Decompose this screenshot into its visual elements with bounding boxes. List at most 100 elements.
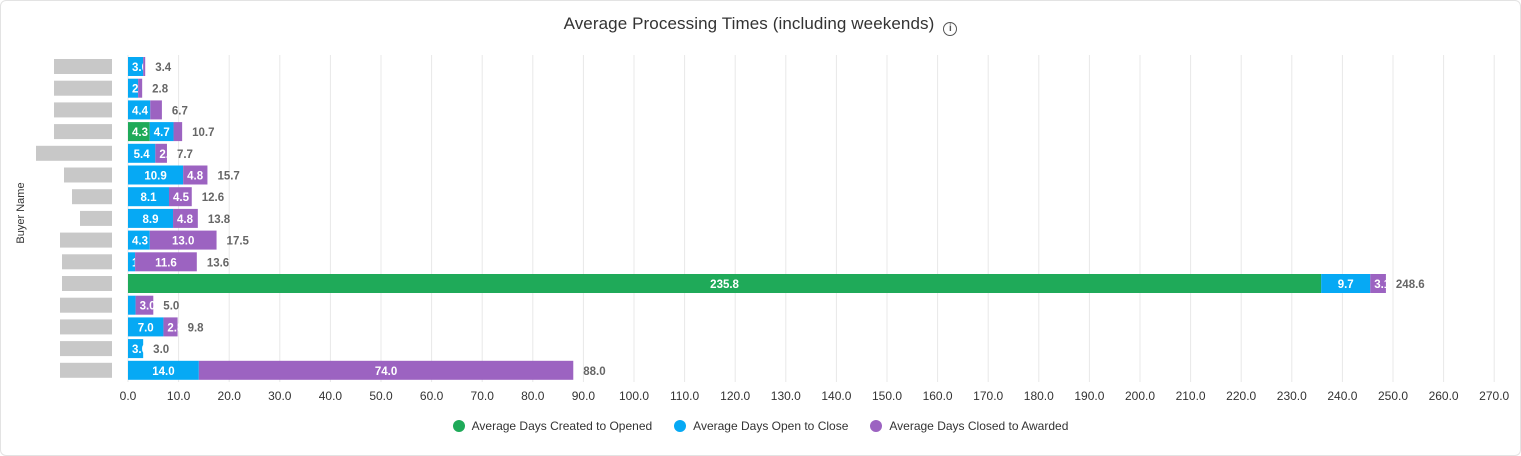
x-tick-label: 10.0: [167, 389, 191, 403]
bar-segment: [198, 360, 574, 380]
x-tick-label: 250.0: [1378, 389, 1408, 403]
buyer-name-placeholder: [54, 80, 112, 96]
buyer-name-placeholder: [72, 189, 112, 205]
x-tick-label: 190.0: [1074, 389, 1104, 403]
bar-total-label: 10.7: [192, 127, 214, 139]
bar-data-label: 8.9: [143, 214, 159, 226]
bar-segment: [143, 57, 146, 76]
bar-data-label: 13.0: [172, 236, 194, 248]
bar-segment: [149, 122, 174, 142]
bar-segment: [1321, 274, 1371, 293]
bar-data-label: 10.9: [144, 171, 166, 183]
x-tick-label: 30.0: [268, 389, 292, 403]
title-row: Average Processing Times (including week…: [1, 14, 1520, 36]
bar-segment: [128, 165, 184, 185]
buyer-name-placeholder: [62, 276, 112, 291]
x-tick-label: 0.0: [120, 389, 137, 403]
bar-data-label: 4.8: [177, 214, 194, 226]
bar-segment: [128, 339, 144, 359]
x-tick-label: 120.0: [720, 389, 750, 403]
bar-segment: [128, 78, 139, 98]
x-tick-label: 140.0: [821, 389, 851, 403]
x-tick-label: 150.0: [872, 389, 902, 403]
buyer-name-placeholder: [60, 362, 112, 378]
bar-total-label: 3.0: [153, 344, 169, 356]
bar-segment: [128, 100, 151, 120]
bar-segment: [138, 78, 143, 98]
legend-item-created-to-opened[interactable]: Average Days Created to Opened: [452, 419, 652, 433]
x-tick-label: 110.0: [670, 389, 699, 403]
x-tick-label: 260.0: [1429, 389, 1459, 403]
bar-data-label: 3.1: [1374, 279, 1391, 291]
x-tick-label: 60.0: [420, 389, 444, 403]
bar-data-label: 14.0: [152, 366, 174, 378]
buyer-name-placeholder: [54, 124, 112, 140]
bar-total-label: 3.4: [155, 62, 172, 74]
bar-data-label: 3.0: [132, 344, 148, 356]
x-tick-label: 160.0: [923, 389, 953, 403]
bar-segment: [128, 57, 144, 76]
bar-total-label: 6.7: [172, 105, 188, 117]
bar-data-label: 4.8: [187, 171, 204, 183]
bar-total-label: 248.6: [1396, 279, 1425, 291]
bar-segment: [150, 100, 162, 120]
buyer-name-placeholder: [60, 297, 112, 313]
bar-segment: [1370, 274, 1386, 293]
legend-dot-blue-icon: [674, 420, 687, 432]
buyer-name-placeholder: [60, 319, 112, 335]
buyer-name-placeholder: [54, 102, 112, 118]
bar-segment: [149, 230, 217, 250]
bar-data-label: 235.8: [710, 279, 739, 291]
bar-total-label: 5.0: [163, 301, 179, 313]
bar-data-label: 9.7: [1338, 279, 1354, 291]
bar-data-label: 4.5: [173, 192, 190, 204]
x-tick-label: 210.0: [1176, 389, 1206, 403]
bar-segment: [128, 208, 174, 228]
bar-total-label: 13.8: [208, 214, 231, 226]
bar-segment: [173, 122, 183, 142]
bar-segment: [128, 187, 169, 207]
bar-segment: [135, 295, 154, 315]
bar-segment: [128, 143, 156, 163]
x-tick-label: 50.0: [369, 389, 393, 403]
buyer-name-placeholder: [60, 341, 112, 357]
x-tick-label: 20.0: [218, 389, 242, 403]
x-tick-label: 200.0: [1125, 389, 1155, 403]
buyer-name-placeholder: [60, 232, 112, 248]
legend-item-open-to-close[interactable]: Average Days Open to Close: [674, 419, 848, 433]
x-tick-label: 40.0: [319, 389, 343, 403]
bar-data-label: 4.3: [132, 236, 148, 248]
legend-label: Average Days Open to Close: [693, 419, 849, 433]
legend-label: Average Days Closed to Awarded: [889, 419, 1069, 433]
bar-segment: [173, 208, 198, 228]
bar-data-label: 4.4: [132, 105, 149, 117]
x-tick-label: 70.0: [471, 389, 495, 403]
buyer-name-placeholder: [54, 59, 112, 74]
x-tick-label: 180.0: [1024, 389, 1054, 403]
bar-total-label: 2.8: [152, 84, 169, 96]
bar-segment: [128, 252, 136, 272]
bar-data-label: 4.3: [132, 127, 148, 139]
bar-segment: [128, 317, 164, 337]
legend-item-closed-to-awarded[interactable]: Average Days Closed to Awarded: [870, 419, 1068, 433]
bar-segment: [128, 230, 150, 250]
bar-data-label: 7.0: [138, 322, 154, 334]
bar-segment: [168, 187, 192, 207]
bar-total-label: 12.6: [202, 192, 224, 204]
bar-segment: [155, 143, 167, 163]
bar-data-label: 2.8: [167, 322, 184, 334]
buyer-name-placeholder: [62, 254, 112, 270]
bar-data-label: 74.0: [375, 366, 397, 378]
x-tick-label: 170.0: [973, 389, 1003, 403]
x-tick-label: 80.0: [521, 389, 545, 403]
bar-segment: [163, 317, 178, 337]
bar-data-label: 3.0: [132, 62, 148, 74]
bar-data-label: 4.7: [154, 127, 170, 139]
info-icon[interactable]: i: [943, 22, 958, 36]
x-tick-label: 270.0: [1479, 389, 1509, 403]
bar-data-label: 5.4: [134, 149, 151, 161]
bar-segment: [128, 360, 199, 380]
chart-legend: Average Days Created to Opened Average D…: [1, 419, 1520, 433]
buyer-name-placeholder: [64, 167, 112, 183]
bar-total-label: 7.7: [177, 149, 193, 161]
